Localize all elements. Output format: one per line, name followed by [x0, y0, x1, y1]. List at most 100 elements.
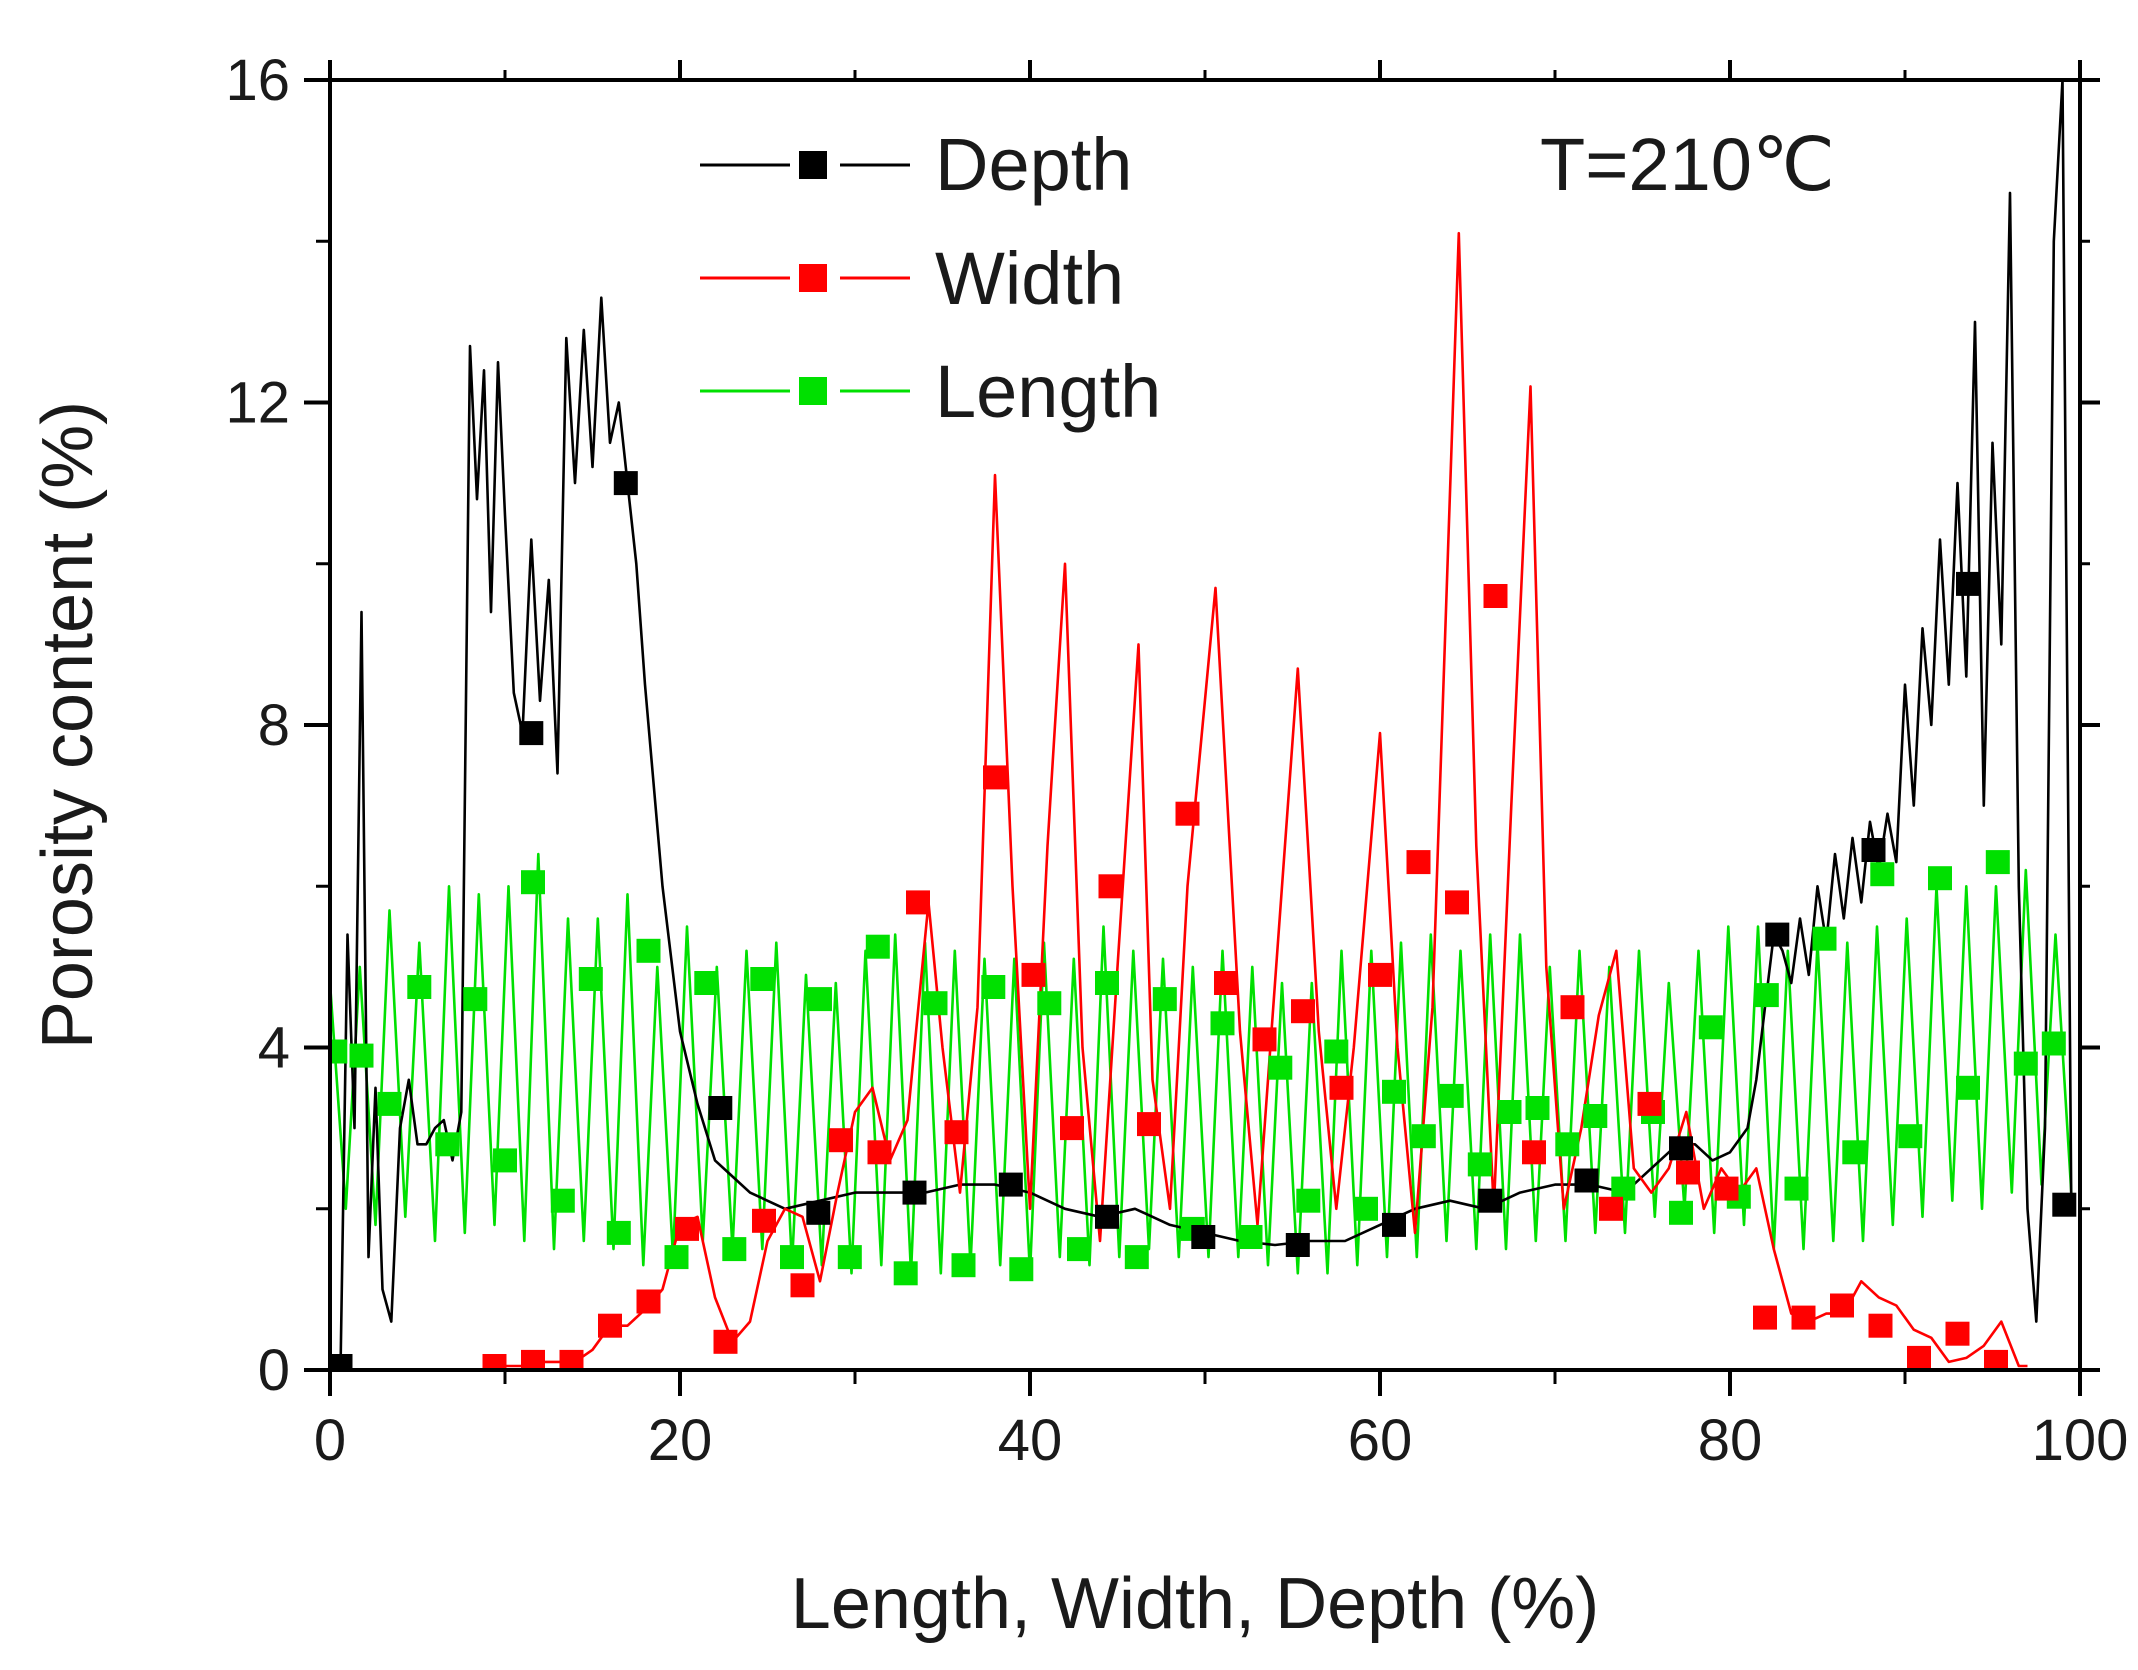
marker-width — [559, 1349, 584, 1370]
marker-length — [1555, 1132, 1580, 1157]
marker-length — [2041, 1031, 2066, 1056]
marker-depth — [708, 1096, 733, 1120]
marker-width — [1368, 962, 1392, 987]
x-tick-label: 20 — [648, 1408, 713, 1473]
y-tick-label: 4 — [258, 1016, 290, 1081]
legend-marker-length — [799, 377, 827, 405]
marker-length — [1439, 1083, 1464, 1108]
marker-length — [1124, 1245, 1149, 1270]
marker-width — [1868, 1313, 1893, 1338]
y-axis-title: Porosity content (%) — [28, 401, 108, 1049]
marker-length — [923, 991, 948, 1016]
marker-depth — [1478, 1188, 1503, 1213]
marker-depth — [1095, 1204, 1119, 1229]
marker-width — [1714, 1176, 1739, 1201]
marker-length — [1354, 1196, 1378, 1221]
marker-length — [550, 1188, 575, 1213]
marker-width — [1753, 1305, 1777, 1330]
marker-width — [1060, 1116, 1084, 1141]
x-tick-label: 40 — [998, 1408, 1063, 1473]
marker-length — [1611, 1176, 1636, 1201]
legend-item-depth: Depth — [700, 123, 1132, 206]
marker-length — [722, 1237, 747, 1262]
marker-length — [1956, 1075, 1980, 1100]
marker-width — [752, 1208, 776, 1233]
marker-depth — [902, 1180, 927, 1205]
legend-label-length: Length — [935, 350, 1161, 433]
tick-layer: 0 20 40 60 80 100 0 4 8 12 16 — [225, 48, 2128, 1473]
marker-depth — [998, 1172, 1023, 1197]
marker-length — [694, 971, 719, 995]
marker-length — [750, 967, 775, 991]
marker-width — [1984, 1349, 2008, 1370]
marker-width — [790, 1273, 815, 1298]
marker-length — [1898, 1124, 1923, 1149]
marker-length — [1497, 1100, 1522, 1124]
marker-width — [1522, 1140, 1546, 1165]
legend-marker-width — [799, 264, 827, 292]
marker-length — [1698, 1015, 1723, 1040]
marker-depth — [330, 1354, 353, 1370]
legend-label-width: Width — [935, 237, 1124, 320]
marker-depth — [1956, 571, 1980, 596]
x-axis-title: Length, Width, Depth (%) — [791, 1564, 1599, 1644]
marker-width — [1907, 1345, 1931, 1370]
marker-depth — [1382, 1212, 1406, 1237]
marker-width — [675, 1216, 699, 1241]
marker-length — [1095, 971, 1119, 995]
marker-depth — [2052, 1192, 2077, 1217]
marker-width — [983, 765, 1007, 790]
marker-depth — [1861, 838, 1886, 862]
marker-width — [1445, 890, 1469, 915]
marker-width — [482, 1354, 507, 1370]
marker-width — [1021, 962, 1046, 987]
marker-length — [1411, 1124, 1436, 1149]
marker-length — [1467, 1152, 1492, 1177]
temperature-annotation: T=210℃ — [1540, 123, 1835, 206]
marker-length — [1784, 1176, 1809, 1201]
marker-width — [906, 890, 930, 915]
marker-width — [829, 1128, 853, 1153]
marker-length — [1842, 1140, 1867, 1165]
marker-length — [951, 1253, 976, 1278]
marker-length — [435, 1132, 460, 1157]
marker-length — [1985, 850, 2010, 875]
marker-width — [1252, 1027, 1277, 1052]
marker-width — [1098, 874, 1123, 899]
marker-width — [1214, 971, 1238, 995]
series-line-depth — [330, 80, 2073, 1370]
legend-item-length: Length — [700, 350, 1161, 433]
marker-length — [1669, 1200, 1693, 1225]
marker-width — [1637, 1091, 1662, 1116]
marker-length — [1583, 1104, 1608, 1128]
marker-length — [636, 938, 661, 963]
marker-length — [377, 1091, 402, 1116]
marker-width — [1599, 1196, 1623, 1221]
marker-length — [808, 987, 832, 1012]
marker-width — [867, 1140, 892, 1165]
marker-depth — [1191, 1225, 1216, 1249]
marker-length — [1210, 1011, 1235, 1036]
marker-width — [1676, 1160, 1700, 1185]
marker-width — [1175, 801, 1200, 826]
marker-depth — [1669, 1136, 1693, 1161]
marker-length — [349, 1043, 374, 1068]
marker-depth — [806, 1200, 831, 1225]
marker-depth — [1574, 1168, 1599, 1193]
marker-length — [1812, 926, 1837, 951]
marker-length — [463, 987, 488, 1012]
marker-width — [521, 1349, 545, 1370]
series-line-length — [330, 852, 2073, 1275]
marker-depth — [613, 471, 638, 496]
marker-length — [664, 1245, 689, 1270]
marker-length — [407, 975, 432, 999]
x-tick-label: 60 — [1348, 1408, 1413, 1473]
marker-depth — [519, 721, 544, 746]
marker-length — [893, 1261, 918, 1286]
legend: Depth Width Length — [700, 123, 1161, 433]
marker-length — [1067, 1237, 1091, 1262]
marker-length — [1324, 1039, 1349, 1064]
marker-length — [837, 1245, 862, 1270]
legend-marker-depth — [799, 151, 827, 179]
